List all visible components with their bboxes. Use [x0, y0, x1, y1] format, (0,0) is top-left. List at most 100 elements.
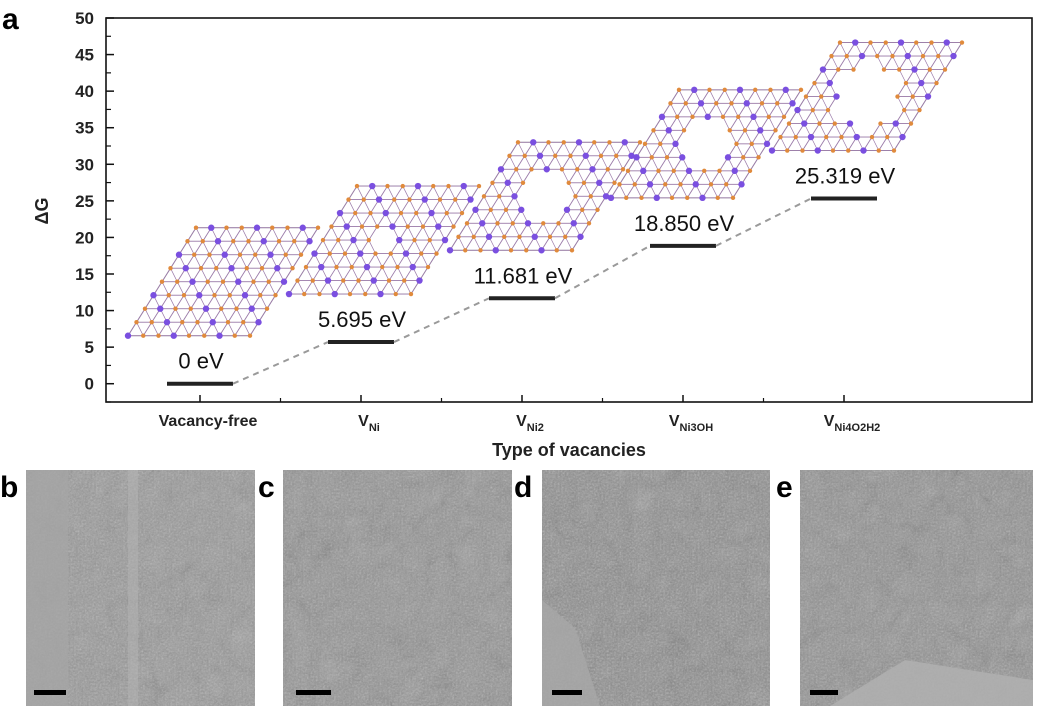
oxygen-atom [810, 107, 815, 113]
oxygen-atom [205, 279, 210, 284]
lattice-bond [524, 155, 532, 170]
lattice-bond [710, 170, 720, 185]
oxygen-atom [664, 155, 670, 160]
lattice-bond [361, 226, 370, 241]
nickel-atom [202, 305, 210, 312]
oxygen-atom [298, 252, 304, 257]
lattice-bond [768, 116, 776, 131]
oxygen-atom [741, 155, 746, 160]
oxygen-atom [883, 40, 888, 45]
lattice-bond [190, 308, 198, 323]
oxygen-atom [568, 153, 573, 158]
oxygen-atom [607, 140, 612, 145]
oxygen-atom [349, 264, 354, 270]
oxygen-atom [336, 237, 341, 243]
lattice-bond [142, 321, 153, 336]
lattice-bond [239, 240, 249, 255]
lattice-bond [427, 253, 437, 268]
nickel-atom [150, 292, 157, 299]
oxygen-atom [259, 266, 265, 271]
oxygen-atom [478, 248, 483, 253]
nickel-atom [504, 179, 511, 186]
lattice-bond [619, 170, 629, 185]
lattice-bond [234, 321, 244, 336]
y-tick-label: 50 [75, 9, 94, 28]
oxygen-atom [839, 134, 844, 140]
oxygen-atom [747, 168, 753, 174]
oxygen-atom [869, 134, 875, 140]
oxygen-atom [451, 224, 456, 229]
nickel-atom [704, 113, 711, 121]
nickel-atom [428, 209, 435, 217]
nickel-atom [826, 79, 833, 87]
oxygen-atom [541, 221, 546, 226]
lattice-bond [897, 82, 907, 97]
oxygen-atom [356, 278, 361, 283]
dashed-connector [715, 197, 812, 247]
lattice-bond [666, 157, 675, 171]
lattice-bond [834, 123, 842, 138]
lattice-bond [619, 184, 627, 198]
scale-bar [810, 690, 838, 695]
lattice-bond [588, 209, 598, 224]
lattice-bond [776, 103, 785, 117]
lattice-bond [297, 280, 305, 295]
oxygen-atom [237, 252, 243, 257]
lattice-bond [903, 96, 914, 111]
oxygen-atom [785, 148, 790, 153]
oxygen-atom [502, 234, 507, 239]
oxygen-atom [773, 128, 778, 133]
oxygen-atom [514, 167, 519, 172]
oxygen-atom [734, 141, 739, 147]
lattice-bond [370, 212, 378, 227]
lattice-illustration [124, 224, 321, 339]
lattice-bond [197, 322, 205, 336]
nickel-atom [518, 206, 525, 213]
lattice-bond [259, 281, 270, 296]
nickel-atom [563, 206, 571, 213]
lattice-bond [581, 196, 592, 211]
lattice-bond [812, 96, 822, 111]
lattice-illustration [285, 182, 482, 298]
lattice-bond [214, 295, 222, 309]
oxygen-atom [185, 239, 190, 244]
nickel-atom [724, 154, 732, 161]
oxygen-atom [778, 134, 783, 140]
oxygen-atom [675, 114, 680, 120]
lattice-bond [607, 155, 617, 170]
nickel-atom [497, 166, 505, 173]
lattice-bond [751, 143, 759, 158]
oxygen-atom [434, 251, 439, 256]
lattice-bond [795, 136, 803, 151]
oxygen-atom [902, 107, 907, 113]
oxygen-atom [149, 320, 154, 325]
oxygen-atom [414, 210, 419, 216]
lattice-bond [285, 240, 295, 255]
oxygen-atom [225, 320, 231, 325]
lattice-bond [393, 199, 402, 214]
lattice-bond [458, 223, 468, 238]
lattice-bond [348, 199, 356, 214]
oxygen-atom [166, 293, 171, 298]
panel-letter-d: d [514, 471, 532, 504]
oxygen-atom [192, 252, 197, 257]
lattice-bond [414, 226, 424, 241]
lattice-bond [331, 226, 339, 241]
lattice-bond [570, 155, 578, 170]
lattice-bond [929, 69, 937, 84]
oxygen-atom [419, 251, 424, 256]
lattice-bond [871, 123, 881, 138]
oxygen-atom [529, 167, 534, 172]
oxygen-atom [920, 53, 926, 59]
nickel-atom [208, 224, 215, 231]
lattice-bond [825, 136, 834, 151]
x-tick-label: VNi3OH [669, 413, 713, 434]
lattice-bond [268, 281, 276, 296]
lattice-bond [788, 123, 797, 138]
lattice-bond [342, 266, 353, 281]
lattice-bond [644, 143, 653, 158]
oxygen-atom [824, 134, 829, 140]
nickel-atom [363, 263, 371, 271]
lattice-bond [420, 253, 429, 268]
lattice-bond [819, 123, 827, 138]
